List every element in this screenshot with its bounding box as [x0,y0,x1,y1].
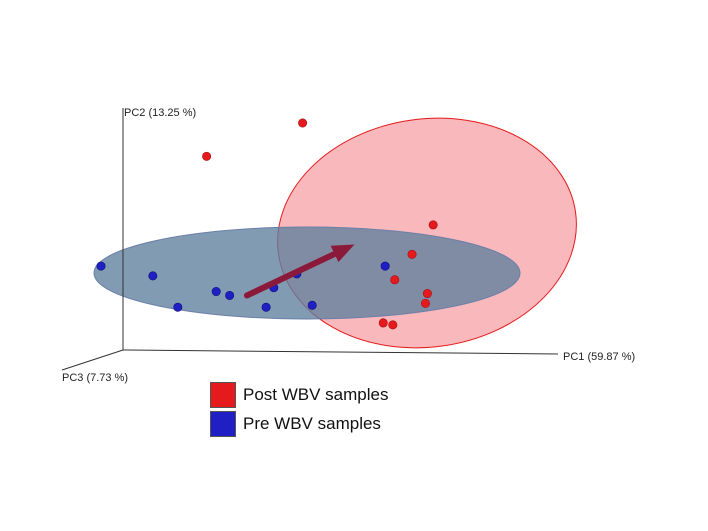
post-wbv-point-6 [422,289,432,299]
legend-item-pre: Pre WBV samples [210,411,389,437]
pc3-axis-line [61,349,124,371]
pre-wbv-point-3 [211,287,221,297]
post-wbv-point-5 [390,275,400,285]
pc3-axis-label: PC3 (7.73 %) [62,372,128,384]
post-wbv-point-1 [298,118,308,128]
pre-wbv-point-9 [307,300,317,310]
ellipse-layer [93,117,577,349]
pc2-axis-label: PC2 (13.25 %) [124,107,196,119]
pc1-axis-line [122,349,559,355]
legend-label-post: Post WBV samples [243,385,389,404]
post-wbv-point-9 [388,320,398,330]
shift-arrow-shaft [243,250,338,299]
post-wbv-point-2 [202,151,212,161]
shift-arrow-head [330,244,355,263]
arrow-layer [243,244,355,299]
pre-wbv-point-4 [225,290,235,300]
pre-wbv-point-10 [380,261,390,271]
pre-wbv-ellipse [93,226,521,320]
post-wbv-point-8 [378,318,388,328]
pc1-axis-label: PC1 (59.87 %) [563,351,635,363]
legend: Post WBV samples Pre WBV samples [210,382,389,440]
post-wbv-point-3 [428,220,438,230]
pre-wbv-point-2 [148,271,158,281]
pre-wbv-point-7 [173,302,183,312]
post-wbv-point-7 [420,298,430,308]
legend-item-post: Post WBV samples [210,382,389,408]
legend-swatch-post [210,382,236,408]
axes: PC2 (13.25 %) PC1 (59.87 %) PC3 (7.73 %) [61,107,635,384]
legend-swatch-pre [210,411,236,437]
post-wbv-point-4 [407,249,417,259]
legend-label-pre: Pre WBV samples [243,414,381,433]
pre-wbv-point-1 [96,261,106,271]
pre-wbv-point-8 [261,302,271,312]
